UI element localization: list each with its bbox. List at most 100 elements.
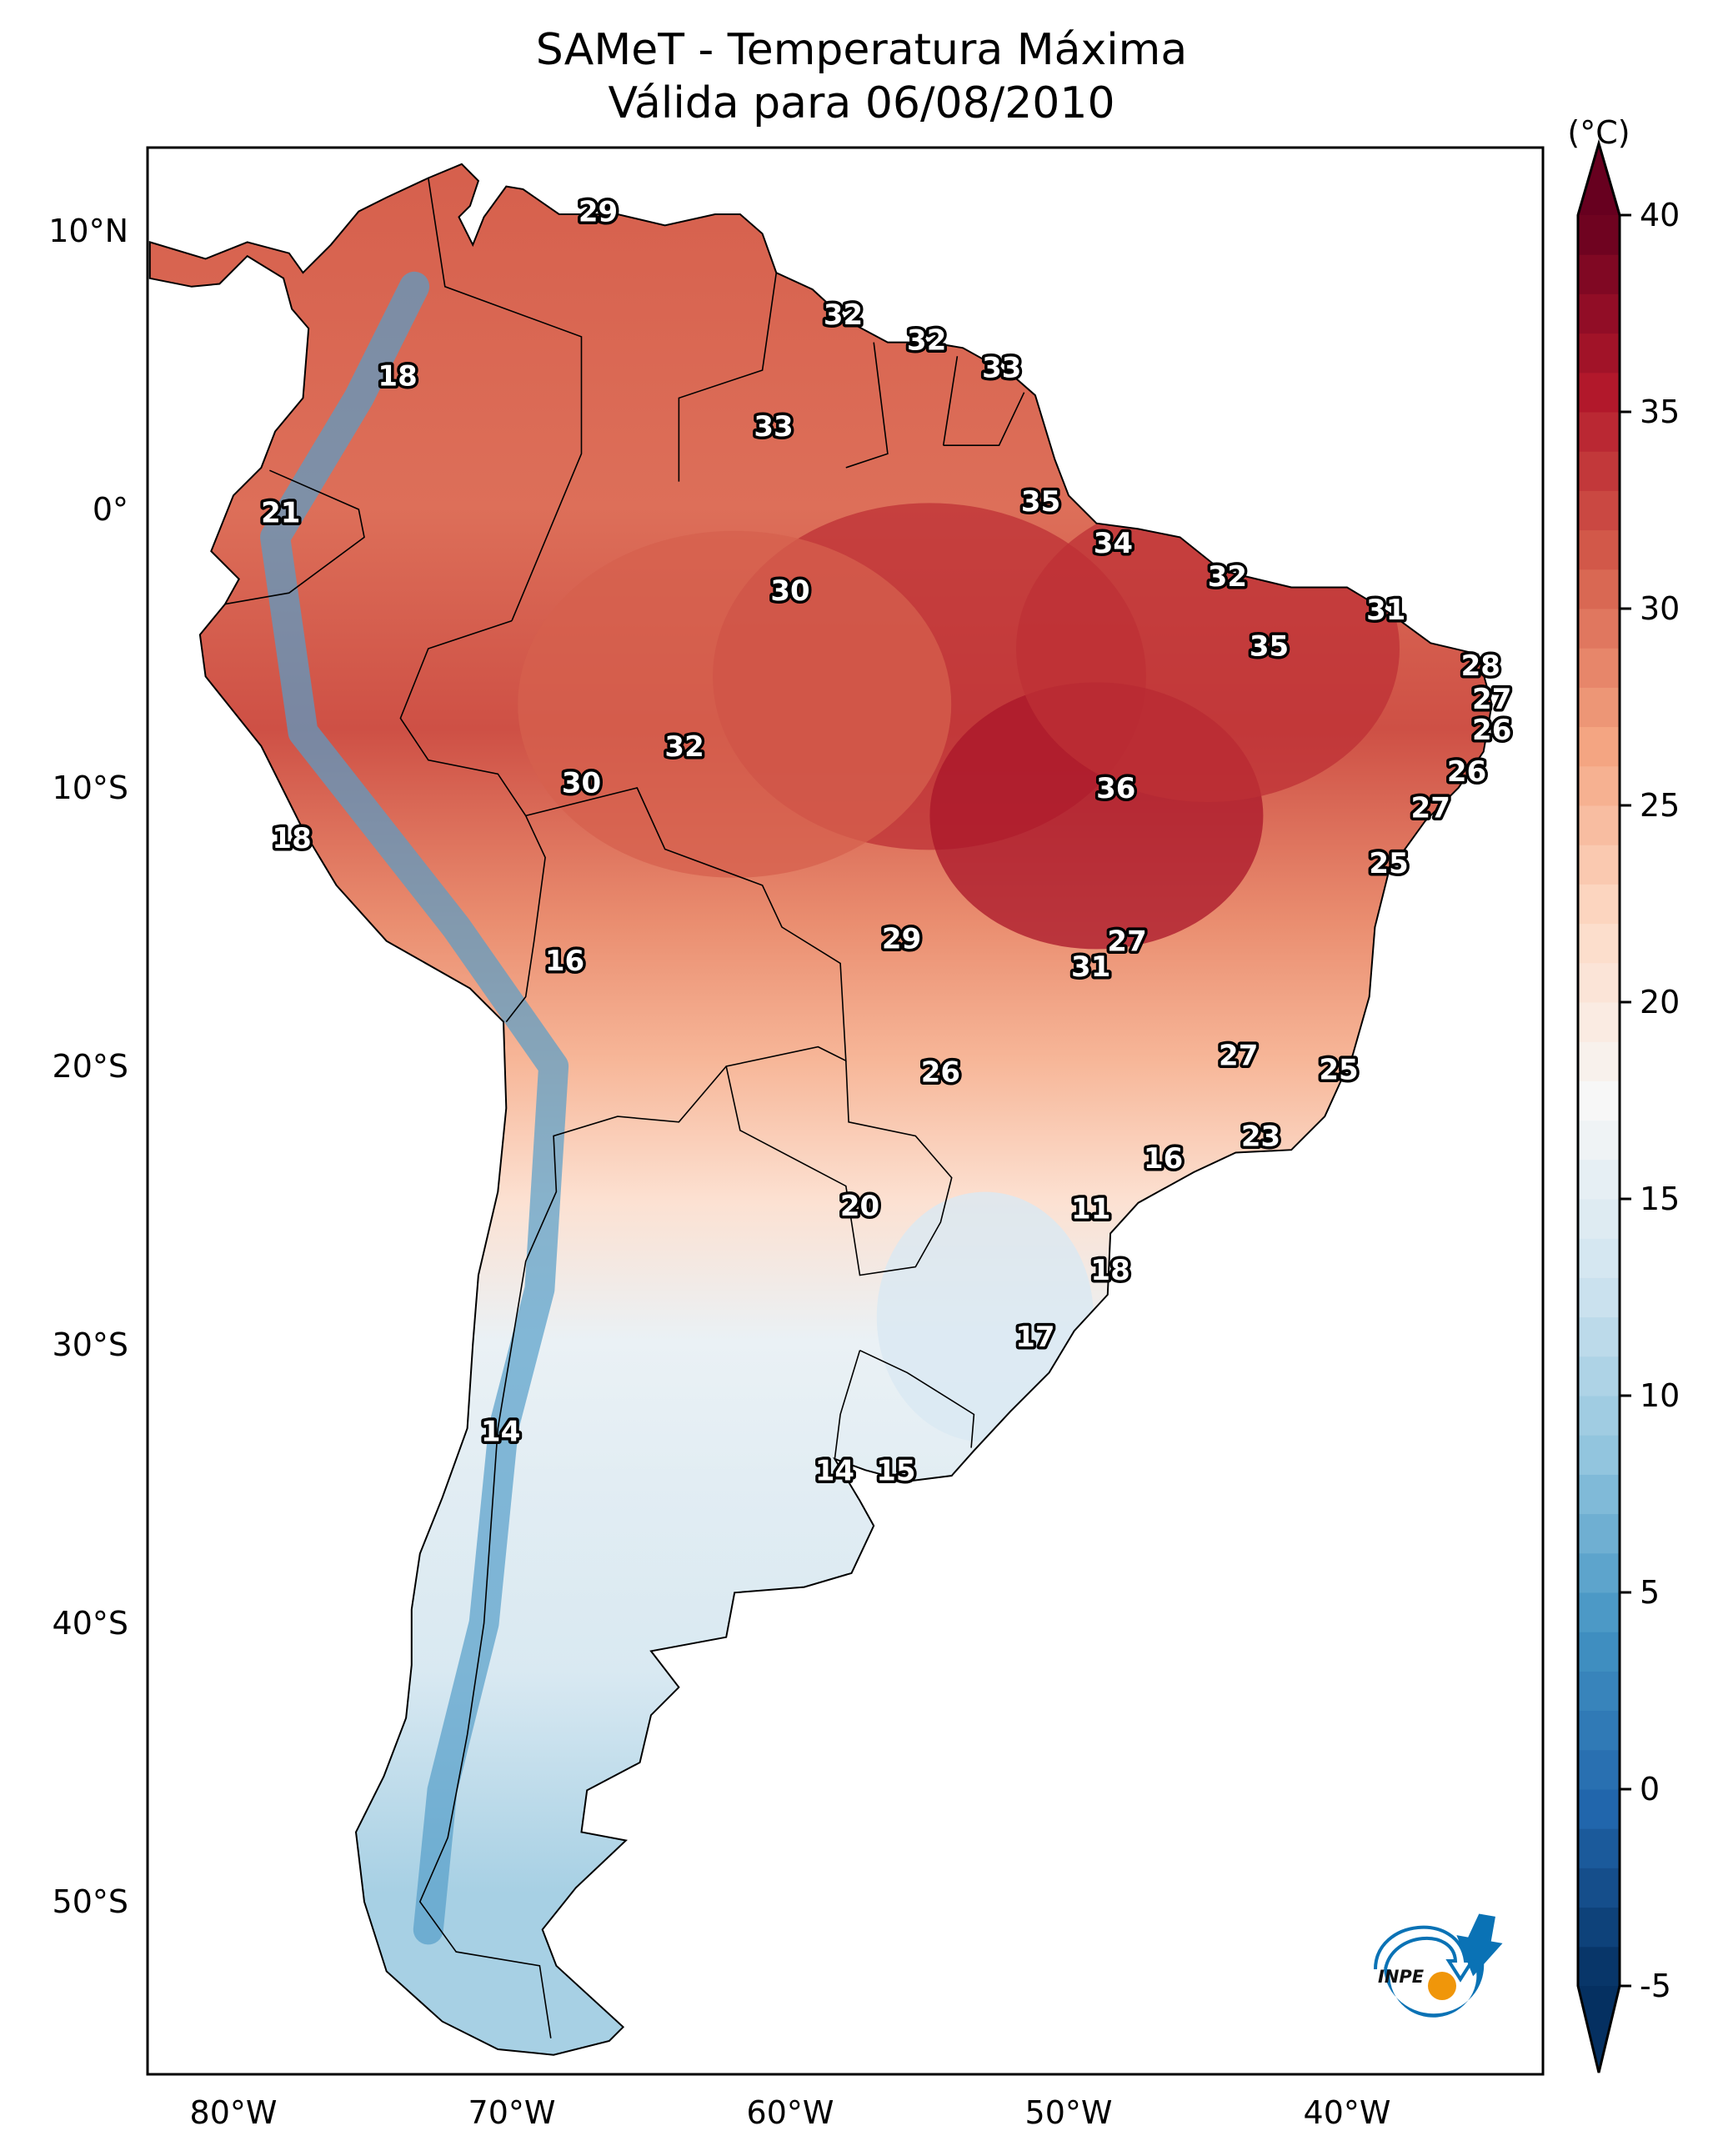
border-line [678, 272, 778, 482]
station-value-label: 27 [1411, 791, 1450, 825]
border-line [943, 392, 1025, 446]
country-borders [224, 178, 1025, 2038]
andes-cold-band [260, 271, 569, 1945]
station-value-label: 27 [1472, 683, 1511, 716]
colorbar-segment [1578, 1632, 1620, 1672]
colorbar-segment [1578, 293, 1620, 334]
station-value-label: 32 [907, 323, 946, 357]
station-value-label: 14 [815, 1454, 854, 1487]
colorbar-tick-label: 20 [1640, 984, 1680, 1020]
colorbar-segment [1578, 1710, 1620, 1751]
station-value-label: 33 [754, 410, 793, 444]
border-line [224, 469, 365, 605]
station-value-label: 27 [1107, 925, 1146, 959]
inpe-logo: INPE [1374, 1913, 1503, 2018]
x-tick-label: 60°W [747, 2094, 834, 2131]
continent-shape [148, 163, 1493, 2056]
station-value-label: 25 [1369, 847, 1408, 880]
station-value-label: 26 [921, 1056, 960, 1090]
chart-title: SAMeT - Temperatura Máxima [535, 25, 1188, 75]
station-value-label: 25 [1319, 1053, 1358, 1086]
colorbar-segment [1578, 254, 1620, 294]
station-value-label: 33 [982, 352, 1021, 385]
colorbar-segment [1578, 962, 1620, 1003]
station-value-label: 36 [1096, 772, 1135, 805]
colorbar-segment [1578, 372, 1620, 413]
colorbar-segment [1578, 569, 1620, 609]
station-value-label: 31 [1366, 594, 1405, 627]
colorbar-segment [1578, 1552, 1620, 1593]
colorbar-tick-label: 35 [1640, 394, 1680, 430]
station-value-label: 18 [1090, 1254, 1129, 1287]
station-value-label: 18 [272, 822, 311, 855]
cool-region [876, 1191, 1094, 1442]
colorbar-segment [1578, 884, 1620, 925]
y-tick-label: 10°N [48, 213, 128, 249]
colorbar-segment [1578, 726, 1620, 767]
colorbar-segment [1578, 1120, 1620, 1161]
chart-subtitle: Válida para 06/08/2010 [608, 78, 1115, 128]
colorbar-extend-max [1578, 143, 1620, 215]
station-value-label: 28 [1461, 649, 1500, 683]
hot-region [518, 530, 952, 878]
colorbar-segment [1578, 1435, 1620, 1475]
colorbar-segment [1578, 412, 1620, 452]
colorbar-tick-label: 5 [1640, 1574, 1660, 1611]
border-line [942, 356, 959, 446]
station-value-label: 29 [579, 196, 618, 229]
colorbar-segment [1578, 1868, 1620, 1908]
x-tick-label: 70°W [468, 2094, 556, 2131]
station-value-label: 30 [770, 574, 809, 608]
station-value-label: 15 [876, 1454, 915, 1487]
x-axis: 80°W 70°W 60°W 50°W 40°W [190, 2094, 1391, 2131]
y-tick-label: 20°S [53, 1048, 128, 1085]
colorbar-segment [1578, 1159, 1620, 1200]
colorbar-segment [1578, 1907, 1620, 1948]
colorbar-segment [1578, 333, 1620, 374]
border-line [428, 178, 583, 621]
station-value-label: 32 [824, 298, 863, 332]
temperature-map [148, 163, 1493, 2056]
station-value-label: 35 [1250, 630, 1289, 664]
border-line [859, 1349, 975, 1448]
colorbar-extend-min [1578, 1986, 1620, 2073]
colorbar-tick-label: 30 [1640, 590, 1680, 627]
station-value-label: 26 [1472, 714, 1511, 747]
colorbar-segment [1578, 648, 1620, 688]
x-tick-label: 80°W [190, 2094, 278, 2131]
border-line [845, 342, 889, 469]
colorbar-tick-label: -5 [1640, 1968, 1671, 2004]
border-line [399, 619, 546, 1023]
colorbar-segment [1578, 1356, 1620, 1396]
colorbar-segment [1578, 1513, 1620, 1554]
border-line [418, 787, 847, 2038]
colorbar-segment [1578, 490, 1620, 531]
colorbar-segment [1578, 1277, 1620, 1318]
colorbar-segment [1578, 451, 1620, 491]
station-value-label: 16 [1144, 1142, 1183, 1176]
colorbar-tick-label: 0 [1640, 1771, 1660, 1808]
station-value-label: 21 [261, 496, 300, 529]
colorbar-segment [1578, 1671, 1620, 1712]
colorbar-tick-label: 10 [1640, 1377, 1680, 1414]
colorbar-segment [1578, 845, 1620, 885]
coastline [148, 163, 1493, 2056]
station-value-label: 30 [562, 766, 601, 800]
colorbar-segment [1578, 1041, 1620, 1081]
station-value-label: 11 [1071, 1192, 1110, 1226]
station-value-label: 32 [664, 730, 704, 764]
station-value-label: 26 [1447, 755, 1486, 789]
colorbar-segment [1578, 805, 1620, 845]
colorbar-segment [1578, 1789, 1620, 1829]
station-value-label: 27 [1219, 1040, 1258, 1073]
colorbar-tick-label: 15 [1640, 1181, 1680, 1217]
station-value-label: 18 [378, 360, 417, 394]
colorbar-segment [1578, 923, 1620, 964]
y-tick-label: 0° [93, 491, 128, 528]
colorbar-segment [1578, 765, 1620, 806]
colorbar-segment [1578, 215, 1620, 255]
colorbar-segment [1578, 1002, 1620, 1042]
